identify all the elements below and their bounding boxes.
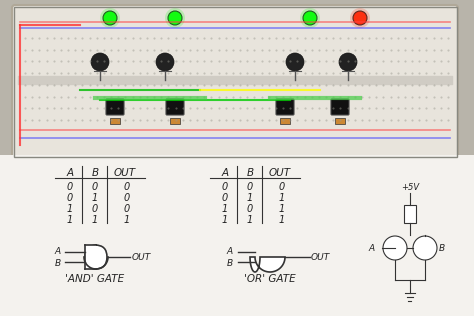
FancyBboxPatch shape	[110, 118, 120, 124]
Text: +5V: +5V	[401, 183, 419, 192]
Text: 1: 1	[279, 204, 285, 214]
Text: 1: 1	[279, 193, 285, 203]
Text: 0: 0	[247, 182, 253, 192]
Circle shape	[165, 8, 185, 28]
FancyBboxPatch shape	[12, 5, 458, 159]
Text: 0: 0	[67, 193, 73, 203]
Text: A: A	[221, 168, 228, 178]
Text: A: A	[227, 247, 233, 256]
Text: 0: 0	[279, 182, 285, 192]
FancyBboxPatch shape	[166, 99, 184, 115]
Text: 1: 1	[222, 204, 228, 214]
Text: 1: 1	[67, 204, 73, 214]
Text: A: A	[369, 244, 375, 253]
Text: 1: 1	[124, 215, 130, 225]
Text: 0: 0	[92, 204, 98, 214]
Bar	[0, 155, 474, 316]
Text: OUT: OUT	[114, 168, 136, 178]
Text: 0: 0	[222, 182, 228, 192]
Text: A: A	[55, 247, 61, 256]
Text: B: B	[55, 259, 61, 268]
Text: 0: 0	[124, 193, 130, 203]
Circle shape	[413, 236, 437, 260]
Text: 1: 1	[92, 215, 98, 225]
Circle shape	[383, 236, 407, 260]
Circle shape	[100, 8, 120, 28]
Text: 1: 1	[279, 215, 285, 225]
Text: 1: 1	[222, 215, 228, 225]
Circle shape	[353, 11, 367, 25]
Text: 0: 0	[92, 182, 98, 192]
Text: A: A	[66, 168, 73, 178]
Text: OUT: OUT	[269, 168, 291, 178]
Text: 1: 1	[247, 215, 253, 225]
Circle shape	[156, 53, 174, 71]
Text: 0: 0	[67, 182, 73, 192]
Circle shape	[350, 8, 370, 28]
Text: 1: 1	[92, 193, 98, 203]
Text: 1: 1	[247, 193, 253, 203]
Circle shape	[339, 53, 357, 71]
Text: OUT: OUT	[310, 253, 329, 262]
FancyBboxPatch shape	[276, 99, 294, 115]
Text: B: B	[246, 168, 254, 178]
Text: B: B	[439, 244, 445, 253]
Circle shape	[300, 8, 320, 28]
Text: B: B	[91, 168, 99, 178]
Text: 'AND' GATE: 'AND' GATE	[65, 274, 125, 284]
Circle shape	[303, 11, 317, 25]
Circle shape	[103, 11, 117, 25]
Circle shape	[168, 11, 182, 25]
Circle shape	[91, 53, 109, 71]
Text: 0: 0	[124, 204, 130, 214]
Bar	[14, 7, 457, 157]
FancyBboxPatch shape	[106, 99, 124, 115]
Text: B: B	[227, 259, 233, 268]
FancyBboxPatch shape	[331, 99, 349, 115]
Text: 0: 0	[222, 193, 228, 203]
Text: OUT: OUT	[131, 253, 151, 262]
Text: 0: 0	[247, 204, 253, 214]
FancyBboxPatch shape	[85, 245, 107, 269]
Text: 1: 1	[67, 215, 73, 225]
Polygon shape	[250, 257, 285, 272]
FancyBboxPatch shape	[335, 118, 345, 124]
FancyBboxPatch shape	[404, 205, 416, 223]
Bar	[85, 245, 96, 269]
Text: 0: 0	[124, 182, 130, 192]
Circle shape	[286, 53, 304, 71]
FancyBboxPatch shape	[280, 118, 290, 124]
Text: 'OR' GATE: 'OR' GATE	[244, 274, 296, 284]
FancyBboxPatch shape	[170, 118, 180, 124]
